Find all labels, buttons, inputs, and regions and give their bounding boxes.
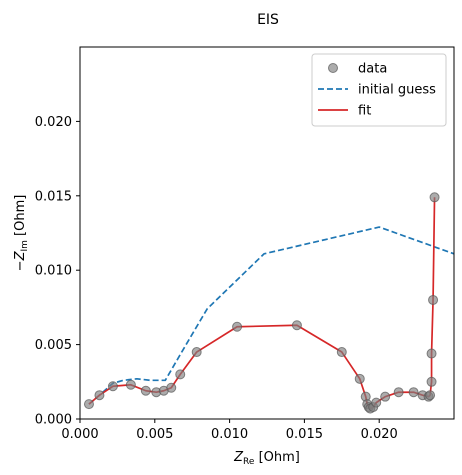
data-point <box>429 192 440 203</box>
data-point <box>107 381 118 392</box>
x-axis: 0.000 0.005 0.010 0.015 0.020 <box>61 419 398 442</box>
legend-label: initial guess <box>358 83 436 98</box>
y-axis-label-unit: [Ohm] <box>13 195 28 240</box>
y-axis: 0.000 0.005 0.010 0.015 0.020 <box>35 115 80 428</box>
data-point <box>393 387 404 398</box>
y-tick-label: 0.020 <box>35 115 72 130</box>
plot-frame <box>79 46 455 420</box>
y-axis-label-sub: Im <box>20 240 30 251</box>
x-tick-label: 0.010 <box>211 427 248 442</box>
y-tick-label: 0.010 <box>35 264 72 279</box>
data-point <box>354 373 365 384</box>
data-point <box>94 390 105 401</box>
data-point <box>426 348 437 359</box>
x-tick-label: 0.015 <box>286 427 323 442</box>
x-axis-label-main: Z <box>233 450 244 465</box>
y-axis-label-prefix: −Z <box>13 250 28 271</box>
legend: data initial guess fit <box>311 53 447 127</box>
data-point <box>408 387 419 398</box>
x-tick-label: 0.020 <box>361 427 398 442</box>
data-point <box>191 347 202 358</box>
data-point <box>166 382 177 393</box>
series-initial-guess-line <box>88 226 454 405</box>
data-point <box>232 321 243 332</box>
x-axis-label-sub: Re <box>243 457 255 467</box>
data-point <box>140 385 151 396</box>
data-point <box>428 294 439 305</box>
legend-box <box>311 53 447 127</box>
data-point <box>425 390 436 401</box>
data-point <box>380 391 391 402</box>
x-axis-label: ZRe [Ohm] <box>233 450 300 467</box>
legend-entry-fit: fit <box>318 104 371 119</box>
data-point <box>83 399 94 410</box>
x-tick-label: 0.000 <box>61 427 98 442</box>
data-point <box>336 347 347 358</box>
data-point <box>125 379 136 390</box>
series-data <box>83 192 440 414</box>
legend-entry-initial-guess: initial guess <box>318 83 436 98</box>
data-point <box>426 376 437 387</box>
chart-title: EIS <box>257 12 279 28</box>
x-tick-label: 0.005 <box>136 427 173 442</box>
data-point <box>175 369 186 380</box>
legend-entry-data: data <box>328 62 387 77</box>
data-point <box>291 320 302 331</box>
series-fit-line <box>88 197 436 410</box>
data-point <box>371 397 382 408</box>
legend-marker <box>328 63 338 73</box>
x-axis-label-unit: [Ohm] <box>254 450 299 465</box>
y-tick-label: 0.005 <box>35 338 72 353</box>
y-tick-label: 0.015 <box>35 189 72 204</box>
legend-label: data <box>358 62 387 77</box>
legend-label: fit <box>358 104 371 119</box>
series-layer <box>83 192 454 414</box>
y-tick-label: 0.000 <box>35 413 72 428</box>
y-axis-label: −ZIm [Ohm] <box>13 195 30 272</box>
